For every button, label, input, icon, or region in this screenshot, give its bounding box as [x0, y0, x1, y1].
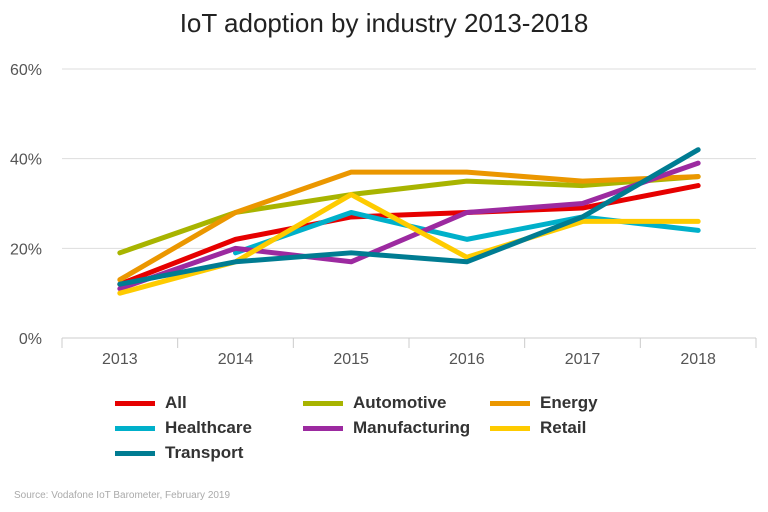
- legend-label: Retail: [540, 418, 587, 437]
- legend-item: Manufacturing: [303, 418, 470, 438]
- x-tick-label: 2014: [218, 351, 254, 368]
- x-tick-label: 2013: [102, 351, 138, 368]
- legend-label: Transport: [165, 443, 244, 462]
- legend-label: Healthcare: [165, 418, 252, 437]
- y-tick-label: 20%: [10, 241, 42, 258]
- chart-title: IoT adoption by industry 2013-2018: [179, 8, 589, 38]
- legend-item: Automotive: [303, 393, 447, 413]
- x-tick-label: 2017: [565, 351, 601, 368]
- x-tick-label: 2015: [333, 351, 369, 368]
- legend-swatch: [490, 425, 530, 431]
- legend-label: Manufacturing: [353, 418, 471, 437]
- series-line-healthcare: [233, 209, 701, 256]
- series-line-retail: [117, 192, 701, 296]
- x-tick-label: 2018: [680, 351, 716, 368]
- series-line-transport: [117, 147, 701, 287]
- legend-item: Retail: [490, 418, 586, 438]
- legend-item: Transport: [115, 443, 243, 463]
- series-line-energy: [117, 169, 701, 283]
- legend-label: All: [165, 393, 187, 412]
- series-line-automotive: [117, 174, 701, 256]
- legend-item: All: [115, 393, 187, 413]
- legend-swatch: [115, 425, 155, 431]
- x-tick-label: 2016: [449, 351, 485, 368]
- legend-item: Healthcare: [115, 418, 252, 438]
- legend-item: Energy: [490, 393, 598, 413]
- y-tick-label: 40%: [10, 152, 42, 169]
- legend-label: Automotive: [353, 393, 447, 412]
- legend-swatch: [303, 400, 343, 406]
- source-note: Source: Vodafone IoT Barometer, February…: [14, 490, 231, 501]
- legend-label: Energy: [540, 393, 598, 412]
- y-tick-label: 0%: [19, 331, 42, 348]
- legend-swatch: [115, 450, 155, 456]
- legend-swatch: [303, 425, 343, 431]
- series-line-manufacturing: [117, 160, 701, 292]
- legend-swatch: [490, 400, 530, 406]
- y-tick-label: 60%: [10, 62, 42, 79]
- legend-swatch: [115, 400, 155, 406]
